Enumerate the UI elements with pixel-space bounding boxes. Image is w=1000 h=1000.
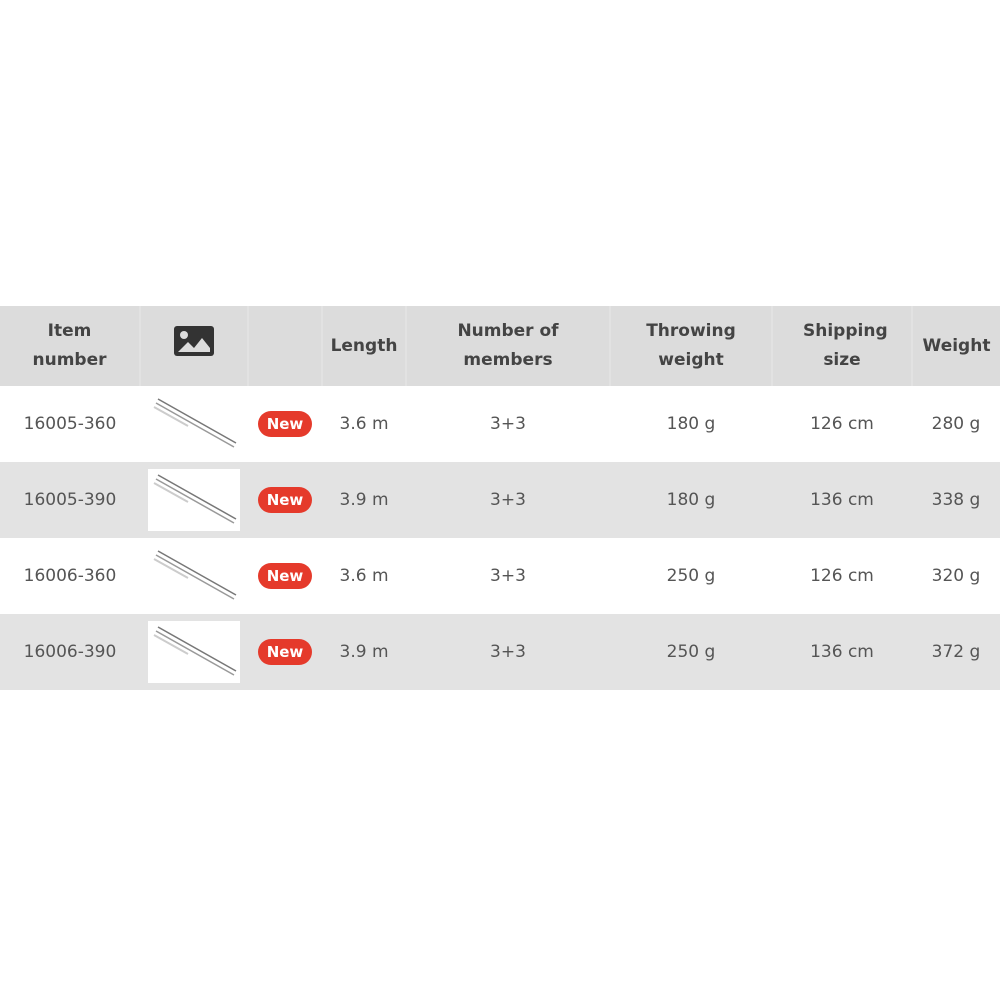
table-row[interactable]: 16005-390 New 3.9 m 3+3 180 g 136 cm 338… [0, 462, 1000, 538]
header-throwing-weight[interactable]: Throwing weight [610, 306, 773, 386]
product-thumbnail[interactable] [140, 538, 248, 614]
length: 3.9 m [322, 462, 406, 538]
header-members[interactable]: Number of members [406, 306, 611, 386]
length: 3.6 m [322, 538, 406, 614]
new-badge: New [257, 639, 313, 665]
throwing-weight: 250 g [610, 538, 772, 614]
item-number: 16005-360 [0, 386, 140, 462]
item-number: 16006-390 [0, 614, 140, 690]
table-row[interactable]: 16005-360 New 3.6 m 3+3 180 g 126 cm 280… [0, 386, 1000, 462]
number-of-members: 3+3 [406, 538, 610, 614]
new-badge: New [257, 563, 313, 589]
number-of-members: 3+3 [406, 386, 610, 462]
header-length[interactable]: Length [322, 306, 407, 386]
header-shipping-size[interactable]: Shipping size [772, 306, 913, 386]
weight: 372 g [912, 614, 1000, 690]
rod-image [153, 474, 237, 524]
item-number: 16006-360 [0, 538, 140, 614]
shipping-size: 126 cm [772, 538, 912, 614]
shipping-size: 136 cm [772, 462, 912, 538]
new-badge-cell: New [248, 386, 322, 462]
product-table: Item number Length Number of members Thr… [0, 306, 1000, 690]
throwing-weight: 250 g [610, 614, 772, 690]
item-number: 16005-390 [0, 462, 140, 538]
new-badge-cell: New [248, 462, 322, 538]
length: 3.6 m [322, 386, 406, 462]
table-row[interactable]: 16006-360 New 3.6 m 3+3 250 g 126 cm 320… [0, 538, 1000, 614]
image-icon [174, 326, 214, 356]
header-weight[interactable]: Weight [912, 306, 1000, 386]
new-badge: New [257, 487, 313, 513]
header-row: Item number Length Number of members Thr… [0, 306, 1000, 386]
weight: 338 g [912, 462, 1000, 538]
throwing-weight: 180 g [610, 462, 772, 538]
product-thumbnail[interactable] [140, 614, 248, 690]
rod-image [153, 626, 237, 676]
product-thumbnail[interactable] [140, 462, 248, 538]
table-row[interactable]: 16006-390 New 3.9 m 3+3 250 g 136 cm 372… [0, 614, 1000, 690]
new-badge-cell: New [248, 538, 322, 614]
rod-image [153, 550, 237, 600]
new-badge: New [257, 411, 313, 437]
throwing-weight: 180 g [610, 386, 772, 462]
number-of-members: 3+3 [406, 614, 610, 690]
length: 3.9 m [322, 614, 406, 690]
new-badge-cell: New [248, 614, 322, 690]
shipping-size: 126 cm [772, 386, 912, 462]
number-of-members: 3+3 [406, 462, 610, 538]
product-thumbnail[interactable] [140, 386, 248, 462]
shipping-size: 136 cm [772, 614, 912, 690]
header-image [140, 306, 249, 386]
weight: 280 g [912, 386, 1000, 462]
weight: 320 g [912, 538, 1000, 614]
header-item-number[interactable]: Item number [0, 306, 141, 386]
rod-image [153, 398, 237, 448]
header-badge [248, 306, 323, 386]
